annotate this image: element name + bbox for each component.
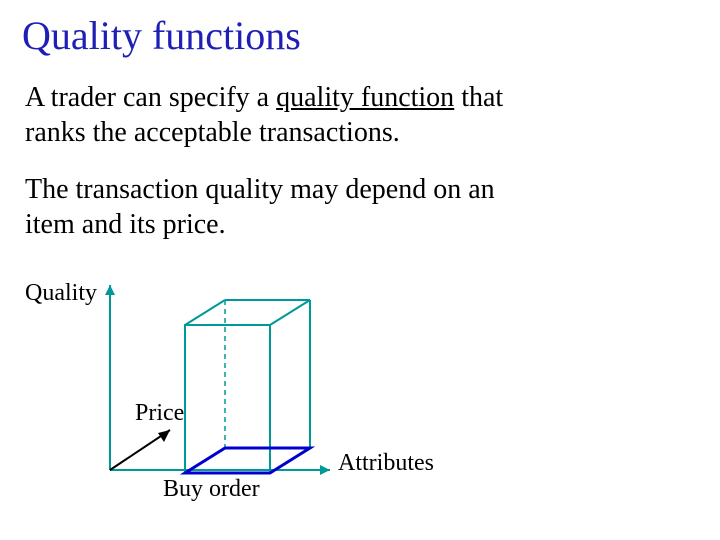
box-edge-top-right (270, 300, 310, 325)
para1-underline: quality function (276, 82, 454, 113)
slide-title: Quality functions (22, 12, 301, 59)
axis-label-attributes: Attributes (338, 450, 434, 477)
para1-pre: A trader can specify a (25, 82, 276, 113)
axis-label-quality: Quality (25, 280, 97, 307)
diagram-3d (100, 285, 330, 485)
box-front (185, 325, 270, 473)
paragraph-2: The transaction quality may depend on an… (25, 172, 545, 242)
box-edge-top-left (185, 300, 225, 325)
x-axis-arrowhead (320, 465, 330, 475)
paragraph-1: A trader can specify a quality function … (25, 80, 545, 150)
y-axis-arrowhead (105, 285, 115, 295)
